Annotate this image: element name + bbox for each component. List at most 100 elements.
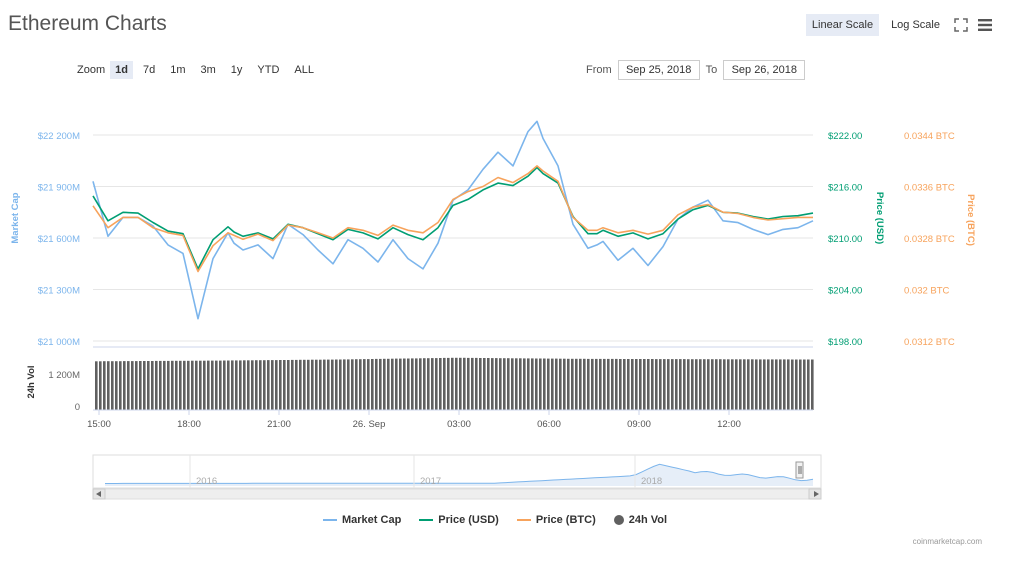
volume-bar: [279, 360, 282, 410]
volume-bar: [475, 357, 478, 410]
volume-bar: [631, 359, 634, 410]
volume-bar: [571, 358, 574, 410]
volume-bar: [199, 360, 202, 410]
volume-bar: [627, 359, 630, 410]
volume-bar: [327, 359, 330, 410]
y-tick-price-btc: 0.032 BTC: [904, 286, 950, 297]
y-axis-title-volume: 24h Vol: [26, 365, 37, 398]
y-tick-price-btc: 0.0328 BTC: [904, 234, 955, 245]
volume-bar: [231, 360, 234, 410]
navigator-year-label: 2016: [196, 476, 217, 487]
volume-bar: [707, 359, 710, 410]
y-tick-market-cap: $22 200M: [38, 131, 80, 142]
volume-bar: [603, 358, 606, 410]
volume-bar: [607, 358, 610, 410]
volume-bar: [255, 360, 258, 410]
volume-bar: [579, 358, 582, 410]
volume-bar: [235, 360, 238, 410]
y-tick-price-usd: $210.00: [828, 234, 862, 245]
y-tick-volume: 1 200M: [48, 370, 80, 381]
volume-bar: [715, 359, 718, 410]
volume-bar: [147, 361, 150, 410]
volume-bar: [347, 359, 350, 410]
zoom-ytd-button[interactable]: YTD: [257, 64, 280, 76]
volume-bar: [515, 358, 518, 410]
linear-scale-button[interactable]: Linear Scale: [805, 14, 880, 36]
volume-bar: [763, 359, 766, 410]
zoom-3m-button[interactable]: 3m: [200, 64, 216, 76]
legend-24h-vol[interactable]: 24h Vol: [613, 514, 667, 526]
from-date-input[interactable]: Sep 25, 2018: [617, 60, 700, 80]
volume-bar: [459, 357, 462, 410]
volume-bar: [399, 358, 402, 410]
volume-bar: [559, 358, 562, 410]
volume-bar: [811, 359, 814, 410]
volume-bar: [159, 360, 162, 410]
volume-bar: [319, 359, 322, 410]
zoom-1m-button[interactable]: 1m: [170, 64, 186, 76]
volume-bar: [103, 361, 106, 410]
volume-bar: [139, 361, 142, 410]
to-date-input[interactable]: Sep 26, 2018: [723, 60, 806, 80]
fullscreen-icon[interactable]: [952, 16, 970, 34]
volume-bar: [203, 360, 206, 410]
volume-bar: [807, 359, 810, 410]
legend-price-btc[interactable]: Price (BTC): [516, 514, 596, 526]
log-scale-button[interactable]: Log Scale: [891, 19, 940, 31]
navigator-area: [105, 464, 813, 486]
volume-bar: [411, 358, 414, 410]
menu-icon[interactable]: [976, 16, 994, 34]
volume-bar: [439, 358, 442, 410]
volume-bar: [151, 361, 154, 410]
volume-bar: [483, 358, 486, 410]
volume-bar: [511, 358, 514, 410]
volume-bar: [307, 359, 310, 410]
credits-link[interactable]: coinmarketcap.com: [912, 537, 982, 546]
zoom-all-button[interactable]: ALL: [294, 64, 314, 76]
volume-bar: [647, 359, 650, 410]
volume-bar: [731, 359, 734, 410]
legend-price-usd[interactable]: Price (USD): [419, 514, 499, 526]
volume-bar: [735, 359, 738, 410]
volume-bar: [687, 359, 690, 410]
from-label: From: [586, 64, 612, 76]
volume-bar: [695, 359, 698, 410]
volume-bar: [179, 360, 182, 410]
volume-bar: [99, 361, 102, 410]
volume-bar: [131, 361, 134, 410]
legend-price-btc-label: Price (BTC): [535, 514, 596, 526]
volume-bar: [295, 359, 298, 410]
zoom-1d-button[interactable]: 1d: [110, 61, 133, 79]
volume-bar: [363, 359, 366, 410]
volume-bar: [323, 359, 326, 410]
volume-bar: [451, 357, 454, 410]
volume-bar: [795, 359, 798, 410]
volume-bar: [243, 360, 246, 410]
legend-market-cap[interactable]: Market Cap: [323, 514, 401, 526]
volume-bar: [755, 359, 758, 410]
volume-bar: [339, 359, 342, 410]
volume-bar: [491, 358, 494, 410]
volume-bar: [595, 358, 598, 410]
volume-bar: [371, 359, 374, 410]
volume-bar: [655, 359, 658, 410]
volume-bar: [623, 359, 626, 410]
zoom-7d-button[interactable]: 7d: [142, 64, 156, 76]
volume-bar: [183, 360, 186, 410]
y-axis-title-price-btc: Price (BTC): [965, 194, 976, 246]
volume-bar: [599, 358, 602, 410]
volume-bar: [507, 358, 510, 410]
volume-bar: [195, 360, 198, 410]
volume-bar: [419, 358, 422, 410]
volume-bar: [467, 357, 470, 410]
x-tick-label: 09:00: [627, 419, 651, 430]
volume-bar: [527, 358, 530, 410]
legend-price-usd-label: Price (USD): [438, 514, 499, 526]
volume-bar: [703, 359, 706, 410]
legend-price-usd-swatch: [419, 519, 434, 521]
volume-bar: [639, 359, 642, 410]
volume-bar: [447, 357, 450, 410]
scale-controls: Linear Scale Log Scale: [805, 14, 994, 36]
y-tick-market-cap: $21 300M: [38, 286, 80, 297]
zoom-1y-button[interactable]: 1y: [230, 64, 243, 76]
